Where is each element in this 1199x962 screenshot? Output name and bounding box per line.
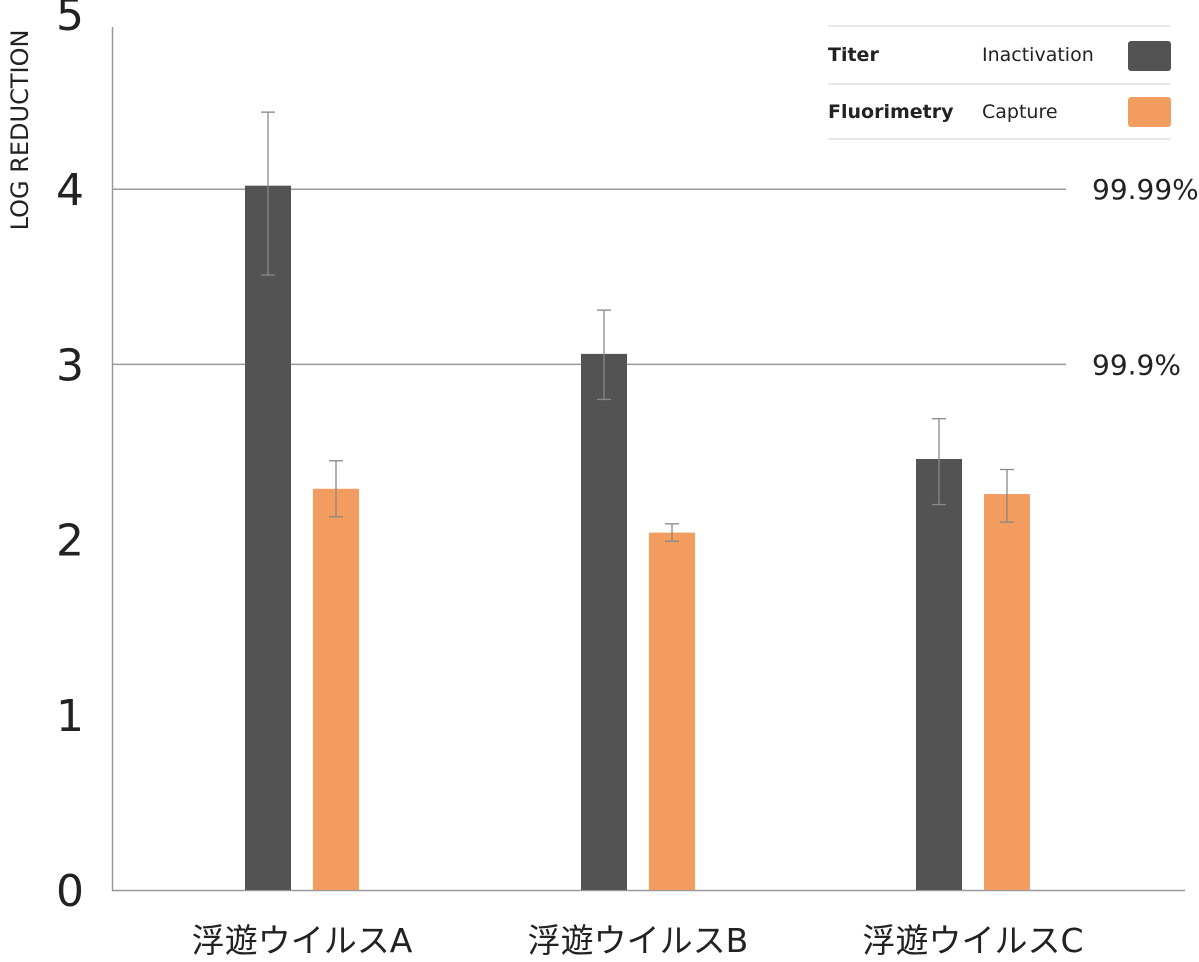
error-bar bbox=[261, 111, 275, 276]
legend-swatch-fluorimetry bbox=[1128, 97, 1171, 127]
y-axis-title: LOG REDUCTION bbox=[6, 30, 34, 231]
legend-swatch-titer bbox=[1128, 41, 1171, 71]
bar-titer bbox=[245, 185, 291, 891]
category-labels: 浮遊ウイルスA 浮遊ウイルスB 浮遊ウイルスC bbox=[192, 921, 1084, 960]
category-label: 浮遊ウイルスC bbox=[862, 921, 1083, 960]
error-bar bbox=[1000, 468, 1014, 523]
y-tick-label: 3 bbox=[56, 340, 84, 391]
legend-desc-inactivation: Inactivation bbox=[982, 44, 1094, 66]
error-bars bbox=[261, 111, 1014, 543]
legend-method-fluorimetry: Fluorimetry bbox=[828, 101, 954, 123]
error-bar bbox=[597, 309, 611, 401]
y-tick-labels: 0 1 2 3 4 5 bbox=[56, 0, 84, 917]
error-bar bbox=[932, 418, 946, 506]
legend-method-titer: Titer bbox=[828, 44, 879, 66]
error-bar bbox=[329, 460, 343, 518]
bar-fluorimetry bbox=[649, 532, 695, 890]
category-label: 浮遊ウイルスB bbox=[528, 921, 749, 960]
reference-line-label: 99.99% bbox=[1092, 173, 1199, 206]
bar-fluorimetry bbox=[313, 488, 359, 890]
y-tick-label: 0 bbox=[56, 866, 84, 917]
y-tick-label: 1 bbox=[56, 691, 84, 742]
legend-desc-capture: Capture bbox=[982, 101, 1058, 123]
reference-line-label: 99.9% bbox=[1092, 348, 1181, 381]
error-bar bbox=[665, 523, 679, 543]
category-label: 浮遊ウイルスA bbox=[192, 921, 413, 960]
bars bbox=[245, 185, 1030, 891]
y-tick-label: 4 bbox=[56, 165, 84, 216]
bar-titer bbox=[581, 353, 627, 890]
y-tick-label: 2 bbox=[56, 516, 84, 567]
bar-titer bbox=[916, 459, 962, 890]
bar-fluorimetry bbox=[984, 494, 1030, 890]
legend: Titer Inactivation Fluorimetry Capture bbox=[828, 25, 1171, 140]
y-tick-label: 5 bbox=[56, 0, 84, 41]
